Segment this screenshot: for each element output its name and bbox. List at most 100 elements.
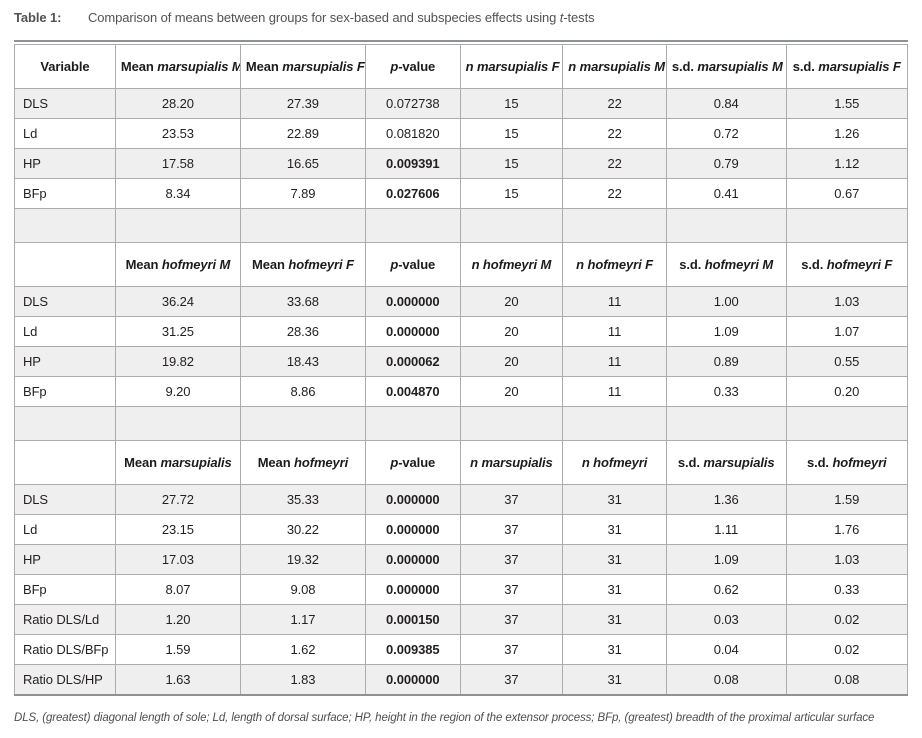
value-cell: 16.65 [239,148,366,179]
p-value-cell: 0.000000 [364,574,461,605]
header-text: Mean [120,59,158,74]
value-cell: 1.59 [785,484,909,515]
header-cell: p-value [364,44,461,89]
p-value-cell: 0.000062 [364,346,461,377]
p-value-cell: 0.000150 [364,604,461,635]
header-italic-text: n hofmeyri [581,455,648,470]
value-cell: 0.04 [665,634,787,665]
value-cell: 0.41 [665,178,787,209]
header-text: s.d. [792,59,819,74]
header-text: Variable [40,59,90,74]
table-caption: Table 1: Comparison of means between grou… [14,10,908,25]
header-italic-text: hofmeyri F [826,257,893,272]
header-cell: n hofmeyri F [562,242,667,287]
value-cell: 7.89 [239,178,366,209]
value-cell: 37 [459,574,564,605]
header-cell: Mean marsupialis F [239,44,366,89]
spacer-cell [459,208,564,243]
value-cell: 15 [459,88,564,119]
value-cell: 20 [459,346,564,377]
value-cell: 0.20 [785,376,909,407]
header-cell: n marsupialis F [459,44,564,89]
value-cell: 8.07 [114,574,241,605]
spacer-cell [785,406,909,441]
header-row: Variable Mean marsupialis M Mean marsupial… [14,44,909,89]
p-value-cell: 0.000000 [364,316,461,347]
value-cell: 1.09 [665,544,787,575]
table-row: Ld 31.25 28.36 0.000000 20 11 1.09 1.07 [14,316,909,347]
header-cell: s.d. marsupialis M [665,44,787,89]
header-italic-text: n marsupialis M [568,59,666,74]
value-cell: 28.36 [239,316,366,347]
spacer-cell [459,406,564,441]
spacer-cell [114,208,241,243]
header-text: -value [398,257,436,272]
value-cell: 37 [459,664,564,696]
row-label-cell: DLS [14,484,116,515]
value-cell: 31 [562,634,667,665]
value-cell: 0.08 [665,664,787,696]
value-cell: 8.34 [114,178,241,209]
header-italic-text: hofmeyri F [288,257,354,272]
header-text: s.d. [679,257,705,272]
spacer-cell [665,208,787,243]
row-label-cell: BFp [14,178,116,209]
value-cell: 1.09 [665,316,787,347]
table-caption-text: Comparison of means between groups for s… [88,10,595,25]
header-text: s.d. [801,257,827,272]
header-italic-text: marsupialis F [818,59,901,74]
spacer-cell [364,208,461,243]
value-cell: 1.59 [114,634,241,665]
header-text: Mean [245,59,283,74]
row-label-cell: Ld [14,316,116,347]
value-cell: 0.62 [665,574,787,605]
header-cell: n marsupialis [459,440,564,485]
row-label-cell: DLS [14,88,116,119]
header-italic-text: hofmeyri M [161,257,231,272]
header-text: Mean [257,455,295,470]
value-cell: 31 [562,604,667,635]
value-cell: 36.24 [114,286,241,317]
value-cell: 15 [459,118,564,149]
value-cell: 37 [459,604,564,635]
value-cell: 0.33 [665,376,787,407]
table-row: Ld 23.53 22.89 0.081820 15 22 0.72 1.26 [14,118,909,149]
value-cell: 22 [562,148,667,179]
table-number-label: Table 1: [14,10,62,25]
value-cell: 11 [562,286,667,317]
header-cell: s.d. marsupialis F [785,44,909,89]
spacer-cell [239,406,366,441]
header-italic-text: hofmeyri [294,455,349,470]
value-cell: 31.25 [114,316,241,347]
header-cell: s.d. hofmeyri [785,440,909,485]
p-value-cell: 0.000000 [364,484,461,515]
value-cell: 1.55 [785,88,909,119]
table-row: BFp 9.20 8.86 0.004870 20 11 0.33 0.20 [14,376,909,407]
value-cell: 27.72 [114,484,241,515]
value-cell: 1.26 [785,118,909,149]
header-cell: s.d. marsupialis [665,440,787,485]
row-label-cell: HP [14,346,116,377]
value-cell: 0.55 [785,346,909,377]
value-cell: 35.33 [239,484,366,515]
value-cell: 31 [562,544,667,575]
header-cell [14,440,116,485]
header-text: -value [398,455,436,470]
p-value-cell: 0.027606 [364,178,461,209]
header-cell: Mean hofmeyri F [239,242,366,287]
header-row: Mean marsupialis Mean hofmeyri p-value n ma… [14,440,909,485]
header-text: Mean [252,257,289,272]
value-cell: 0.89 [665,346,787,377]
spacer-cell [14,406,116,441]
value-cell: 31 [562,484,667,515]
header-cell: n marsupialis M [562,44,667,89]
header-italic-text: p [390,257,399,272]
p-value-cell: 0.000000 [364,544,461,575]
table-row: Ld 23.15 30.22 0.000000 37 31 1.11 1.76 [14,514,909,545]
value-cell: 15 [459,148,564,179]
value-cell: 20 [459,286,564,317]
spacer-cell [665,406,787,441]
value-cell: 20 [459,376,564,407]
p-value-cell: 0.000000 [364,664,461,696]
